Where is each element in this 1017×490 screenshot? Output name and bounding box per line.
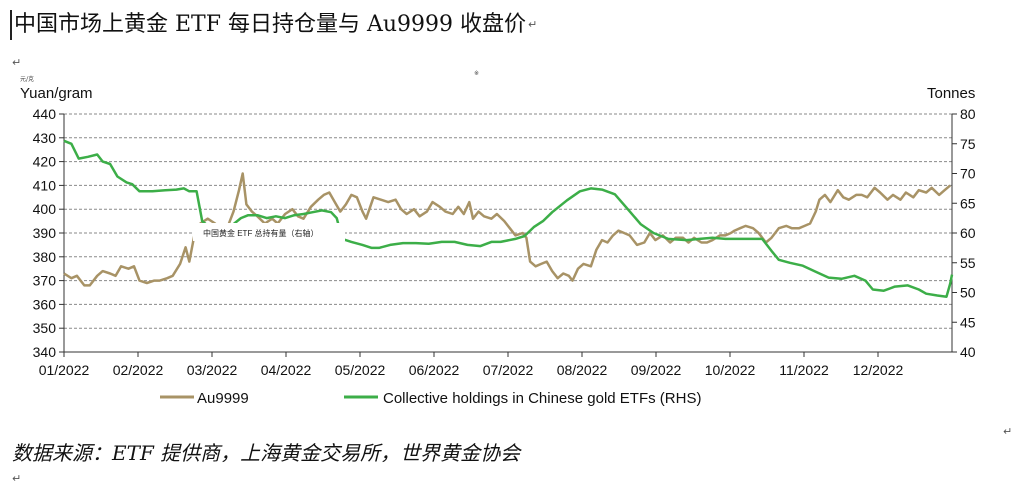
x-tick-label: 07/2022 xyxy=(483,362,534,378)
x-tick-label: 04/2022 xyxy=(261,362,312,378)
source-note: 数据来源：ETF 提供商，上海黄金交易所，世界黄金协会 xyxy=(12,441,521,465)
paragraph-mark-icon: ↵ xyxy=(1003,425,1013,438)
right-axis-label: Tonnes xyxy=(927,85,975,102)
x-tick-label: 08/2022 xyxy=(557,362,608,378)
left-tick-label: 400 xyxy=(33,201,57,217)
right-tick-label: 60 xyxy=(960,225,976,241)
legend: Au9999 Collective holdings in Chinese go… xyxy=(160,390,701,407)
x-tick-label: 02/2022 xyxy=(113,362,164,378)
right-tick-label: 80 xyxy=(960,106,976,122)
series-line-etf-holdings xyxy=(63,139,954,298)
right-tick-label: 75 xyxy=(960,136,976,152)
left-tick-label: 340 xyxy=(33,344,57,360)
x-tick-label: 12/2022 xyxy=(853,362,904,378)
left-tick-label: 350 xyxy=(33,320,57,336)
x-tick-label: 03/2022 xyxy=(187,362,238,378)
paragraph-mark-icon: ↵ xyxy=(528,18,538,31)
top-small-label: 元/克 xyxy=(20,76,35,83)
left-axis-label: Yuan/gram xyxy=(20,85,93,102)
left-tick-label: 420 xyxy=(33,154,57,170)
legend-label-au9999: Au9999 xyxy=(197,390,249,407)
overlay-note: 中国黄金 ETF 总持有量（右轴） xyxy=(203,228,319,238)
left-tick-label: 370 xyxy=(33,273,57,289)
grid-lines xyxy=(64,113,952,329)
x-tick-label: 01/2022 xyxy=(39,362,90,378)
paragraph-mark-icon: ↵ xyxy=(12,56,22,69)
x-tick-label: 11/2022 xyxy=(779,362,829,378)
x-tick-label: 06/2022 xyxy=(409,362,460,378)
right-tick-label: 40 xyxy=(960,344,976,360)
overlay-note-box xyxy=(193,223,345,241)
right-tick-label: 55 xyxy=(960,255,976,271)
left-tick-label: 390 xyxy=(33,225,57,241)
left-axis-ticks: 340 350 360 370 380 390 400 410 420 430 440 xyxy=(33,106,64,360)
x-tick-label: 10/2022 xyxy=(705,362,756,378)
legend-label-etf-holdings: Collective holdings in Chinese gold ETFs… xyxy=(383,390,701,407)
right-tick-label: 70 xyxy=(960,166,976,182)
x-axis-ticks: 01/2022 02/2022 03/2022 04/2022 05/2022 06/20… xyxy=(39,352,904,378)
left-tick-label: 430 xyxy=(33,130,57,146)
x-tick-label: 09/2022 xyxy=(631,362,682,378)
paragraph-mark-icon: ↵ xyxy=(12,472,22,485)
left-tick-label: 410 xyxy=(33,177,57,193)
stray-mark-icon: ※ xyxy=(474,70,480,77)
right-tick-label: 45 xyxy=(960,314,976,330)
x-tick-label: 05/2022 xyxy=(335,362,386,378)
chart: 340 350 360 370 380 390 400 410 420 430 440 40 45 50… xyxy=(20,85,976,407)
right-tick-label: 65 xyxy=(960,195,976,211)
left-tick-label: 440 xyxy=(33,106,57,122)
right-tick-label: 50 xyxy=(960,285,976,301)
left-tick-label: 360 xyxy=(33,296,57,312)
right-axis-ticks: 40 45 50 55 60 65 70 75 80 xyxy=(952,106,976,360)
left-tick-label: 380 xyxy=(33,249,57,265)
document-title: 中国市场上黄金 ETF 每日持仓量与 Au9999 收盘价 xyxy=(10,10,526,40)
